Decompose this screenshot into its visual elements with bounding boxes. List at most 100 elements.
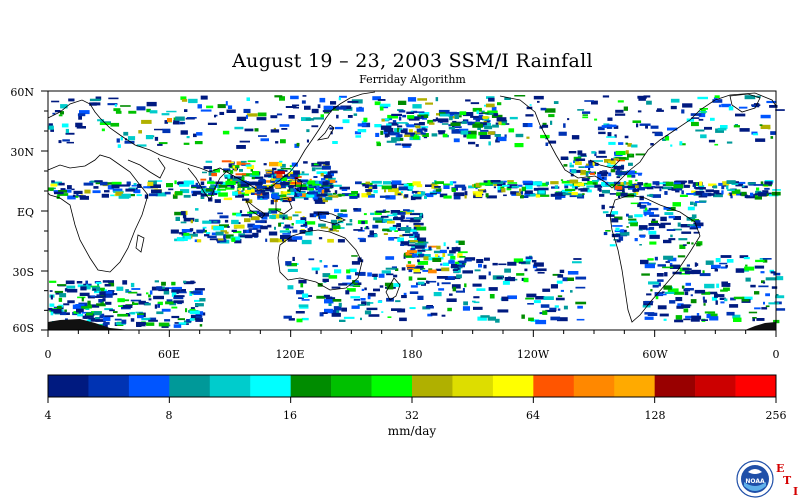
rain-cell — [531, 260, 537, 263]
rain-cell — [127, 290, 132, 293]
rain-cell — [264, 174, 272, 178]
rain-cell — [132, 302, 139, 305]
rain-cell — [708, 183, 717, 187]
rain-cell — [423, 254, 431, 257]
rain-cell — [48, 123, 53, 127]
rain-cell — [623, 181, 627, 185]
rain-cell — [451, 284, 461, 289]
colorbar-swatch — [695, 375, 736, 397]
rain-cell — [726, 311, 735, 316]
rain-cell — [378, 273, 385, 278]
rain-cell — [662, 138, 667, 141]
rain-cell — [398, 100, 407, 105]
rain-cell — [733, 296, 745, 300]
rain-cell — [435, 188, 442, 192]
rain-cell — [300, 224, 306, 227]
rain-cell — [690, 225, 701, 229]
rain-cell — [649, 241, 657, 245]
rain-cell — [128, 110, 137, 114]
rain-cell — [756, 187, 760, 191]
rain-cell — [770, 136, 774, 139]
rain-cell — [292, 104, 300, 107]
rain-cell — [135, 311, 143, 314]
rain-cell — [615, 150, 626, 155]
rain-cell — [637, 202, 642, 208]
rain-cell — [550, 284, 558, 289]
rain-cell — [281, 128, 288, 130]
rain-cell — [184, 109, 188, 112]
rain-cell — [618, 236, 624, 241]
colorbar — [47, 374, 777, 403]
rain-cell — [245, 199, 253, 204]
rain-cell — [270, 178, 276, 181]
rain-cell — [425, 306, 434, 309]
rain-cell — [611, 218, 619, 223]
rain-cell — [49, 280, 57, 283]
rain-cell — [687, 206, 695, 211]
rain-cell — [570, 173, 574, 177]
rain-cell — [594, 184, 601, 187]
rain-cell — [441, 282, 451, 285]
rain-cell — [683, 184, 690, 188]
rain-cell — [506, 187, 512, 191]
rain-cell — [715, 300, 718, 305]
rain-cell — [577, 109, 585, 111]
rain-cell — [323, 265, 328, 268]
rain-cell — [695, 129, 705, 132]
rain-cell — [599, 189, 602, 192]
rain-cell — [591, 100, 598, 105]
rain-cell — [121, 193, 131, 198]
rain-cell — [263, 180, 275, 183]
rain-cell — [416, 265, 424, 269]
rain-cell — [770, 271, 776, 274]
rain-cell — [497, 136, 507, 142]
rain-cell — [166, 110, 177, 113]
rain-cell — [231, 219, 239, 225]
rain-cell — [750, 284, 756, 288]
rain-cell — [392, 212, 398, 216]
rain-cell — [716, 294, 725, 298]
rain-cell — [274, 226, 276, 230]
rain-cell — [67, 185, 72, 190]
rain-cell — [556, 280, 563, 284]
rain-cell — [268, 209, 278, 214]
rain-cell — [180, 130, 188, 135]
rain-cell — [538, 189, 545, 194]
rain-cell — [348, 194, 358, 196]
rain-cell — [495, 122, 500, 125]
rain-cell — [361, 220, 365, 225]
rain-cell — [754, 265, 765, 269]
colorbar-swatch — [412, 375, 453, 397]
rain-cell — [677, 303, 684, 307]
rain-cell — [136, 106, 146, 111]
rain-cell — [384, 282, 394, 287]
rain-cell — [605, 230, 611, 232]
rain-cell — [292, 229, 298, 233]
colorbar-swatch — [735, 375, 777, 397]
rain-cell — [249, 213, 253, 218]
rain-cell — [263, 184, 273, 190]
rain-cell — [540, 107, 547, 111]
rain-cell — [81, 304, 92, 309]
lon-label-120w: 120W — [516, 348, 550, 361]
rain-cell — [726, 141, 733, 144]
rain-cell — [575, 301, 587, 305]
rain-cell — [452, 269, 458, 271]
rain-cell — [51, 309, 62, 314]
rain-cell — [681, 109, 685, 114]
rain-cell — [654, 256, 658, 261]
rain-cell — [451, 276, 461, 280]
rain-cell — [496, 117, 507, 122]
rain-cell — [202, 226, 207, 229]
rain-cell — [576, 318, 585, 321]
rain-cell — [63, 303, 70, 306]
rain-cell — [373, 190, 378, 194]
rain-cell — [578, 166, 585, 168]
rain-cell — [437, 118, 449, 123]
rain-cell — [441, 267, 450, 272]
rain-cell — [272, 180, 276, 186]
rain-cell — [426, 280, 430, 284]
rain-cell — [136, 321, 146, 327]
rain-cell — [713, 193, 723, 198]
rain-cell — [280, 163, 286, 168]
